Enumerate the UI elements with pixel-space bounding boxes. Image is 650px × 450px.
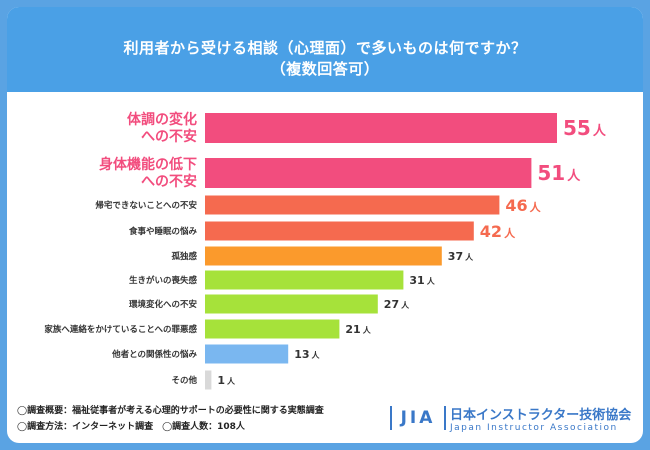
survey-method-note: ◯調査方法：インターネット調査 ◯調査人数：108人 xyxy=(17,422,245,432)
bar xyxy=(205,158,532,188)
bar xyxy=(205,370,212,390)
value-label: 37 人 xyxy=(448,250,474,263)
logo-name: 日本インストラクター技術協会 xyxy=(450,408,632,423)
survey-notes: ◯調査概要：福祉従事者が考える心理的サポートの必要性に関する実態調査 ◯調査方法… xyxy=(17,403,377,435)
bar xyxy=(205,195,500,215)
bar xyxy=(205,221,474,241)
value-label: 55 人 xyxy=(563,116,607,140)
bar xyxy=(205,113,557,143)
bar xyxy=(205,270,404,290)
chart-subtitle: （複数回答可） xyxy=(270,60,380,78)
value-label: 42 人 xyxy=(480,222,516,241)
value-label: 31 人 xyxy=(409,274,435,287)
category-label: その他 xyxy=(171,375,197,386)
bar xyxy=(205,246,442,266)
category-label: 生きがいの喪失感 xyxy=(129,275,198,286)
survey-overview-note: ◯調査概要：福祉従事者が考える心理的サポートの必要性に関する実態調査 xyxy=(17,406,324,416)
category-label: 他者との関係性の悩み xyxy=(111,349,197,360)
value-label: 51 人 xyxy=(537,161,581,185)
bar xyxy=(205,294,378,314)
jia-logo: JIA 日本インストラクター技術協会 Japan Instructor Asso… xyxy=(390,402,635,438)
chart-card: 利用者から受ける相談（心理面）で多いものは何ですか？ （複数回答可） 体調の変化… xyxy=(7,7,643,443)
category-label: 家族へ連絡をかけていることへの罪悪感 xyxy=(44,324,197,335)
value-label: 46 人 xyxy=(505,196,541,215)
bar xyxy=(205,344,289,364)
category-label: 体調の変化への不安 xyxy=(127,111,197,145)
category-label: 環境変化への不安 xyxy=(129,299,198,310)
category-label: 帰宅できないことへの不安 xyxy=(95,200,197,211)
chart-header: 利用者から受ける相談（心理面）で多いものは何ですか？ （複数回答可） xyxy=(7,7,643,92)
category-label: 食事や睡眠の悩み xyxy=(129,226,198,237)
logo-english: Japan Instructor Association xyxy=(450,423,618,433)
value-label: 27 人 xyxy=(384,298,410,311)
logo-mark: JIA xyxy=(390,406,446,430)
bar xyxy=(205,319,340,339)
chart-title: 利用者から受ける相談（心理面）で多いものは何ですか？ xyxy=(123,39,527,57)
category-label: 孤独感 xyxy=(171,251,197,262)
value-label: 13 人 xyxy=(294,348,320,361)
value-label: 21 人 xyxy=(345,323,371,336)
category-label: 身体機能の低下への不安 xyxy=(99,156,197,190)
